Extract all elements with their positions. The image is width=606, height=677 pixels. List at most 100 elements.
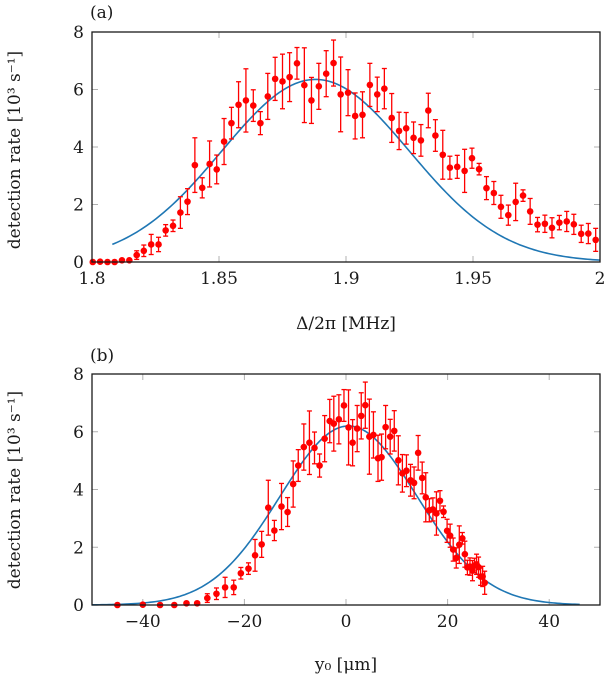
data-marker <box>264 504 272 511</box>
data-point <box>289 460 297 508</box>
data-marker <box>475 165 483 173</box>
data-point <box>184 188 191 216</box>
x-axis-label-b: y₀ [μm] <box>314 655 377 675</box>
data-marker <box>418 474 426 482</box>
y-axis-label-b: detection rate [10³ s⁻¹] <box>5 391 25 589</box>
data-point <box>169 219 177 233</box>
data-marker <box>289 480 297 488</box>
data-point <box>264 72 272 121</box>
data-point <box>452 547 460 569</box>
data-point <box>251 538 259 572</box>
data-marker <box>410 479 418 487</box>
y-tick-label: 0 <box>73 253 84 273</box>
data-point <box>177 196 184 230</box>
x-tick-label: 0 <box>341 612 352 632</box>
data-point <box>519 189 527 202</box>
data-marker <box>220 138 228 145</box>
y-tick-label: 4 <box>73 138 84 158</box>
data-point <box>308 76 315 125</box>
data-marker <box>286 73 293 81</box>
data-marker <box>301 81 308 89</box>
data-point <box>395 111 403 151</box>
data-marker <box>395 457 402 464</box>
data-marker <box>257 119 264 127</box>
data-marker <box>386 433 394 440</box>
x-tick-label: 2 <box>595 269 606 289</box>
data-point <box>351 92 359 140</box>
data-point <box>213 154 221 185</box>
data-marker <box>483 184 490 192</box>
data-marker <box>422 493 430 501</box>
data-marker <box>563 218 571 225</box>
data-marker <box>459 534 466 542</box>
fit-a <box>112 78 601 261</box>
data-marker <box>443 527 451 535</box>
data-point <box>443 518 451 543</box>
data-marker <box>351 112 359 120</box>
data-marker <box>228 119 235 127</box>
x-tick-label: 1.85 <box>200 269 238 289</box>
plot-frame-a <box>91 31 601 263</box>
data-point <box>257 110 264 136</box>
data-point <box>133 250 141 261</box>
data-marker <box>245 565 252 572</box>
y-axis-label-a: detection rate [10³ s⁻¹] <box>5 51 25 249</box>
data-point <box>340 388 348 423</box>
data-point <box>455 525 463 565</box>
data-point <box>353 404 361 453</box>
data-point <box>410 121 417 155</box>
data-marker <box>169 222 177 230</box>
fit-line <box>91 425 580 606</box>
data-point <box>585 222 592 245</box>
data-marker <box>490 189 498 197</box>
data-marker <box>242 97 250 104</box>
data-point <box>162 223 169 237</box>
data-point <box>293 46 301 80</box>
y-tick-label: 4 <box>73 481 84 501</box>
data-marker <box>534 221 541 228</box>
data-marker <box>570 221 578 228</box>
data-marker <box>271 527 278 534</box>
data-point <box>264 479 272 536</box>
data-marker <box>556 219 563 226</box>
data-point <box>147 233 155 256</box>
data-point <box>410 466 418 500</box>
data-marker <box>402 125 410 132</box>
data-marker <box>446 532 454 539</box>
data-marker <box>541 220 549 228</box>
data-marker <box>162 227 169 234</box>
data-marker <box>440 508 447 516</box>
data-point <box>284 496 291 528</box>
data-marker <box>335 416 343 423</box>
data-point <box>335 394 343 445</box>
data-point <box>512 182 519 222</box>
data-marker <box>481 579 488 587</box>
data-point <box>440 505 447 519</box>
data-point <box>286 52 293 103</box>
data-point <box>468 147 476 169</box>
data-point <box>306 410 313 476</box>
data-marker <box>461 167 468 175</box>
data-point <box>378 433 385 481</box>
data-point <box>403 454 410 488</box>
data-point <box>417 123 425 157</box>
data-point <box>439 129 447 180</box>
x-axis-label-a: Δ/2π [MHz] <box>296 314 396 334</box>
data-point <box>245 562 252 576</box>
data-marker <box>300 443 308 451</box>
data-point <box>548 217 556 239</box>
data-point <box>330 39 337 87</box>
data-marker <box>349 439 356 447</box>
data-point <box>357 392 365 440</box>
data-point <box>570 213 578 236</box>
x-tick-label: 1.9 <box>332 269 359 289</box>
data-marker <box>140 247 148 255</box>
data-point <box>577 224 585 244</box>
data-marker <box>315 83 323 90</box>
data-point <box>418 461 426 495</box>
data-point <box>475 162 483 176</box>
data-point <box>258 530 265 559</box>
data-point <box>294 449 302 483</box>
data-point <box>359 91 366 139</box>
data-marker <box>191 161 199 169</box>
